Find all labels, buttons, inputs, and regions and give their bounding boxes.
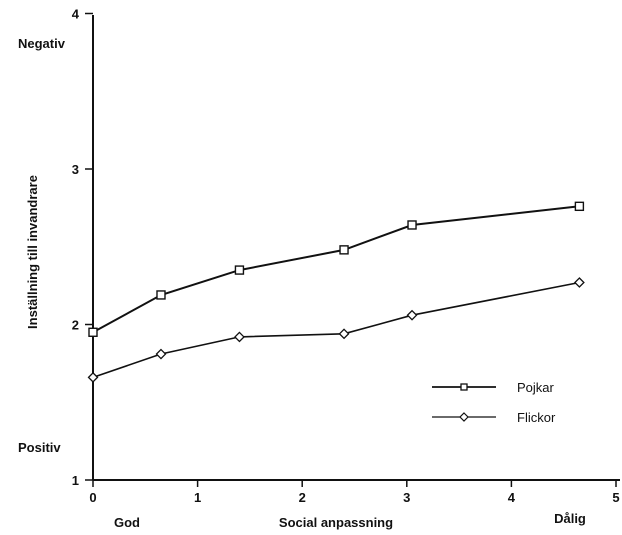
data-point-flickor-5 xyxy=(573,277,585,288)
x-axis-title: Social anpassning xyxy=(279,515,393,530)
series-markers xyxy=(87,201,585,383)
data-point-flickor-3 xyxy=(338,328,350,340)
x-tick-label-0: 0 xyxy=(89,490,96,505)
x-tick-label-2: 2 xyxy=(299,490,306,505)
data-point-flickor-4 xyxy=(406,309,418,321)
data-point-pojkar-3 xyxy=(339,245,349,255)
legend-label-pojkar: Pojkar xyxy=(517,380,555,395)
axes xyxy=(92,15,620,481)
y-annotation-high: Negativ xyxy=(18,36,66,51)
data-point-pojkar-0 xyxy=(88,327,98,337)
legend: Pojkar Flickor xyxy=(432,380,556,425)
y-axis-title: Inställning till invandrare xyxy=(25,175,40,329)
data-point-pojkar-1 xyxy=(156,290,166,300)
legend-marker-diamond xyxy=(459,412,469,422)
series-lines xyxy=(92,205,580,379)
legend-item-pojkar: Pojkar xyxy=(432,380,555,395)
x-tick-label-3: 3 xyxy=(403,490,410,505)
series-line-pojkar xyxy=(92,205,580,334)
data-point-pojkar-5 xyxy=(574,201,585,212)
data-point-flickor-1 xyxy=(155,348,167,360)
x-tick-label-4: 4 xyxy=(508,490,516,505)
x-annotation-low: God xyxy=(114,515,140,530)
x-annotation-high: Dålig xyxy=(554,511,586,526)
series-line-flickor xyxy=(92,281,580,379)
y-annotation-low: Positiv xyxy=(18,440,61,455)
x-tick-label-1: 1 xyxy=(194,490,201,505)
legend-label-flickor: Flickor xyxy=(517,410,556,425)
data-point-flickor-2 xyxy=(234,331,245,343)
data-point-pojkar-2 xyxy=(234,265,245,275)
y-tick-label-0: 1 xyxy=(72,473,79,488)
y-tick-label-2: 3 xyxy=(72,162,79,177)
y-tick-label-1: 2 xyxy=(72,318,79,333)
data-point-flickor-0 xyxy=(87,371,99,383)
y-tick-label-3: 4 xyxy=(72,7,80,22)
data-point-pojkar-4 xyxy=(407,220,417,230)
x-tick-label-5: 5 xyxy=(612,490,619,505)
legend-marker-square xyxy=(460,383,468,391)
legend-item-flickor: Flickor xyxy=(432,410,556,425)
